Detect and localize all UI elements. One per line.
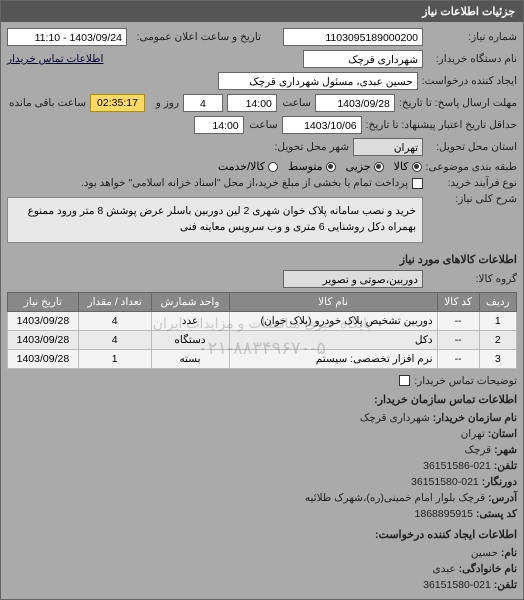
th-date: تاریخ نیاز: [8, 292, 79, 311]
buyer-prov-line: استان: تهران: [7, 426, 517, 442]
row-creator: ایجاد کننده درخواست: حسین عبدی، مسئول شه…: [7, 72, 517, 90]
row-reply-deadline: مهلت ارسال پاسخ: تا تاریخ: 1403/09/28 سا…: [7, 94, 517, 112]
th-code: کد کالا: [437, 292, 479, 311]
reply-date-field: 1403/09/28: [315, 94, 395, 112]
validity-hour-field: 14:00: [194, 116, 244, 134]
row-number: شماره نیاز: 1103095189000200 تاریخ و ساع…: [7, 28, 517, 46]
creator-section-title: اطلاعات ایجاد کننده درخواست:: [7, 528, 517, 541]
deliv-city-label: شهر محل تحویل:: [259, 141, 349, 153]
remain-suffix: ساعت باقی مانده: [9, 97, 86, 109]
items-table: ردیف کد کالا نام کالا واحد شمارش تعداد /…: [7, 292, 517, 369]
remain-days-label: روز و: [149, 97, 179, 109]
radio-dot-icon: [326, 162, 336, 172]
notes-label: توضیحات تماس خریدار:: [414, 375, 517, 387]
row-process: نوع فرآیند خرید: پرداخت تمام یا بخشی از …: [7, 177, 517, 189]
panel-header: جزئیات اطلاعات نیاز: [1, 1, 523, 22]
radio-cashcredit[interactable]: کالا/خدمت: [218, 160, 278, 173]
radio-dot-icon: [374, 162, 384, 172]
row-group: گروه کالا: دوربین،صوتی و تصویر: [7, 270, 517, 288]
process-label: نوع فرآیند خرید:: [427, 177, 517, 189]
deliv-prov-label: استان محل تحویل:: [427, 141, 517, 153]
number-label: شماره نیاز:: [427, 31, 517, 43]
row-buyer-org: نام دستگاه خریدار: شهرداری قرچک اطلاعات …: [7, 50, 517, 68]
subject-radios: کالا جزیی متوسط کالا/خدمت: [218, 160, 422, 173]
announce-label: تاریخ و ساعت اعلان عمومی:: [131, 31, 261, 43]
items-section-title: اطلاعات کالاهای مورد نیاز: [7, 253, 517, 266]
table-row: 1 -- دوربین تشخیص پلاک خودرو (پلاک خوان)…: [8, 311, 517, 330]
th-unit: واحد شمارش: [151, 292, 229, 311]
buyer-city-line: شهر: قرچک: [7, 442, 517, 458]
th-row: ردیف: [479, 292, 516, 311]
creator-lname-line: نام خانوادگی: عبدی: [7, 561, 517, 577]
radio-goods[interactable]: کالا: [394, 160, 422, 173]
creator-phone-line: تلفن: 021-36151580: [7, 577, 517, 593]
buyer-fax-line: دورنگار: 021-36151580: [7, 474, 517, 490]
items-tbody: 1 -- دوربین تشخیص پلاک خودرو (پلاک خوان)…: [8, 311, 517, 368]
notes-checkbox[interactable]: [399, 375, 410, 386]
desc-box: خرید و نصب سامانه پلاک خوان شهری 2 لین د…: [7, 197, 423, 243]
group-label: گروه کالا:: [427, 273, 517, 285]
buyer-addr-line: آدرس: قرچک بلوار امام خمینی(ره)،شهرک طلا…: [7, 490, 517, 506]
th-name: نام کالا: [229, 292, 437, 311]
radio-dot-icon: [412, 162, 422, 172]
validity-label: حداقل تاریخ اعتبار پیشنهاد: تا تاریخ:: [366, 119, 517, 131]
validity-date-field: 1403/10/06: [282, 116, 362, 134]
buyer-section-title: اطلاعات تماس سازمان خریدار:: [7, 393, 517, 406]
panel-body: شماره نیاز: 1103095189000200 تاریخ و ساع…: [1, 22, 523, 599]
radio-middle[interactable]: متوسط: [288, 160, 336, 173]
creator-label: ایجاد کننده درخواست:: [422, 75, 517, 87]
subjcat-label: طبقه بندی موضوعی:: [426, 161, 517, 173]
row-validity: حداقل تاریخ اعتبار پیشنهاد: تا تاریخ: 14…: [7, 116, 517, 134]
number-field: 1103095189000200: [283, 28, 423, 46]
buyer-phone-line: تلفن: 021-36151586: [7, 458, 517, 474]
items-table-wrap: ردیف کد کالا نام کالا واحد شمارش تعداد /…: [7, 292, 517, 369]
need-details-panel: جزئیات اطلاعات نیاز شماره نیاز: 11030951…: [0, 0, 524, 600]
buyer-org-label: نام دستگاه خریدار:: [427, 53, 517, 65]
desc-label: شرح کلی نیاز:: [427, 193, 517, 205]
reply-hour-field: 14:00: [227, 94, 277, 112]
deliv-prov-field: تهران: [353, 138, 423, 156]
table-row: 3 -- نرم افزار تخصصی: سیستم بسته 1 1403/…: [8, 349, 517, 368]
process-note: پرداخت تمام یا بخشی از مبلغ خرید،از محل …: [81, 177, 408, 189]
reply-label: مهلت ارسال پاسخ: تا تاریخ:: [399, 97, 517, 109]
creator-fname-line: نام: حسین: [7, 545, 517, 561]
panel-title: جزئیات اطلاعات نیاز: [422, 6, 515, 18]
row-delivery: استان محل تحویل: تهران شهر محل تحویل:: [7, 138, 517, 156]
countdown-field: 02:35:17: [90, 94, 145, 112]
announce-field: 1403/09/24 - 11:10: [7, 28, 127, 46]
buyer-post-line: کد پستی: 1868895915: [7, 506, 517, 522]
table-row: 2 -- دکل دستگاه 4 1403/09/28: [8, 330, 517, 349]
remain-days-field: 4: [183, 94, 223, 112]
group-field: دوربین،صوتی و تصویر: [283, 270, 423, 288]
hour-label-1: ساعت: [281, 97, 311, 109]
buyer-org-line: نام سازمان خریدار: شهرداری قرچک: [7, 410, 517, 426]
row-desc: شرح کلی نیاز: خرید و نصب سامانه پلاک خوا…: [7, 193, 517, 247]
hour-label-2: ساعت: [248, 119, 278, 131]
process-checkbox[interactable]: [412, 178, 423, 189]
creator-field: حسین عبدی، مسئول شهرداری قرچک: [218, 72, 418, 90]
radio-partial[interactable]: جزیی: [346, 160, 384, 173]
th-qty: تعداد / مقدار: [78, 292, 151, 311]
radio-dot-icon: [268, 162, 278, 172]
row-subject-cat: طبقه بندی موضوعی: کالا جزیی متوسط کالا/خ…: [7, 160, 517, 173]
buyer-org-field: شهرداری قرچک: [303, 50, 423, 68]
buyer-contact-link[interactable]: اطلاعات تماس خریدار: [7, 53, 103, 65]
row-notes: توضیحات تماس خریدار:: [7, 375, 517, 387]
